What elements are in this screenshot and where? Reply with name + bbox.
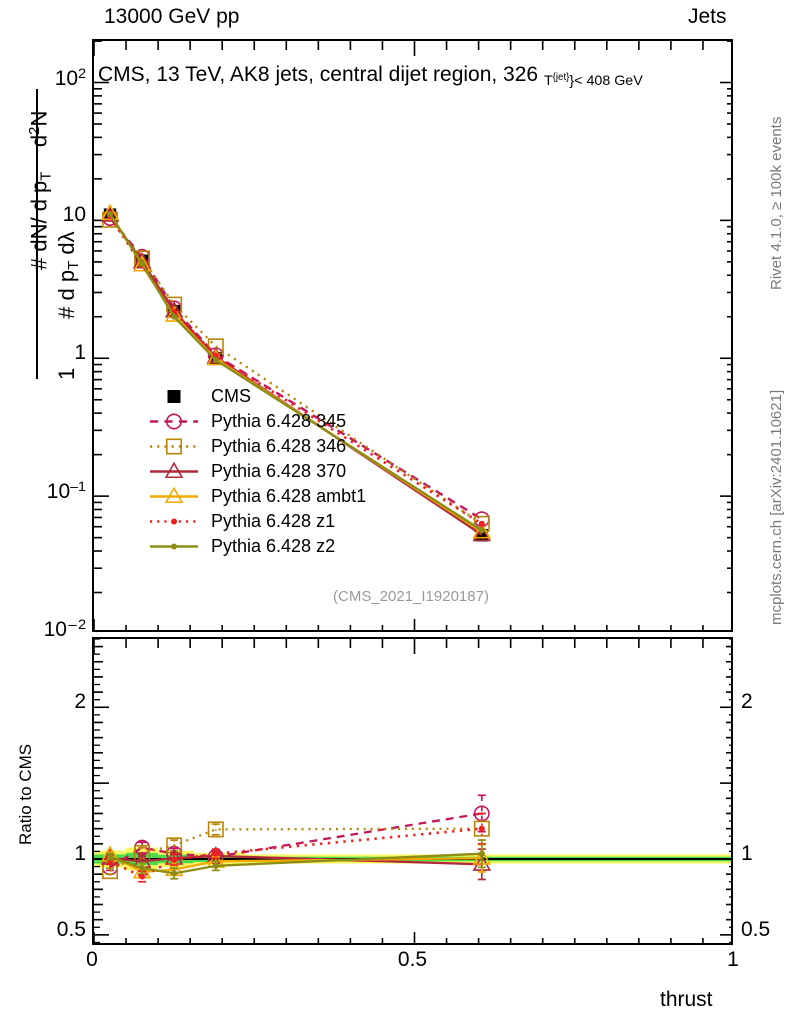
rivet-version-annotation: Rivet 4.1.0, ≥ 100k events [768,116,785,290]
ratio-axis-label: Ratio to CMS [16,743,35,845]
legend-key-pythia6428_346-icon [148,434,200,459]
legend-item-CMS[interactable]: CMS [148,384,366,409]
legend-item-pythia6428_ambt1[interactable]: Pythia 6.428 ambt1 [148,484,366,509]
legend-key-CMS-icon [148,384,200,409]
xtick-label: 1 [727,948,739,971]
legend-label-pythia6428_370: Pythia 6.428 370 [211,461,347,481]
legend-item-pythia6428_345[interactable]: Pythia 6.428 345 [148,409,366,434]
main-ytick-label: 10 [62,203,86,227]
header-beam-energy: 13000 GeV pp [104,5,240,28]
y-axis-label: # dN/ d pT d2N 1 # d pT dλ [6,45,82,380]
ratio-ytick-label-right: 1 [741,842,753,865]
legend-label-pythia6428_z2: Pythia 6.428 z2 [211,536,336,556]
legend-label-pythia6428_ambt1: Pythia 6.428 ambt1 [211,486,367,506]
legend-key-pythia6428_z2-icon [148,534,200,559]
main-ytick-label: 10⁻2 [43,617,86,642]
series-pythia6428_z2 [107,211,485,534]
legend-label-pythia6428_346: Pythia 6.428 346 [211,436,347,456]
ratio-series-pythia6428_z2 [106,839,486,880]
legend-label-CMS: CMS [211,386,251,406]
header-category: Jets [688,5,727,28]
legend-item-pythia6428_346[interactable]: Pythia 6.428 346 [148,434,366,459]
xtick-label: 0.5 [397,948,428,971]
legend-key-pythia6428_ambt1-icon [148,484,200,509]
legend-key-pythia6428_z1-icon [148,509,200,534]
legend-key-pythia6428_370-icon [148,459,200,484]
main-ytick-label: 10–1 [46,479,86,504]
legend-item-pythia6428_z1[interactable]: Pythia 6.428 z1 [148,509,366,534]
y-axis-label-fraction-bar [36,89,38,379]
ratio-plot-panel [92,637,733,945]
ratio-axis-ticks [94,639,731,943]
legend-item-pythia6428_z2[interactable]: Pythia 6.428 z2 [148,534,366,559]
ratio-plot-canvas [94,639,731,943]
ratio-ytick-label: 2 [74,690,86,714]
legend-key-pythia6428_345-icon [148,409,200,434]
main-ytick-label: 1 [74,341,86,365]
main-plot-panel [92,39,733,632]
ratio-series-pythia6428_346 [102,812,490,880]
main-ytick-label: 102 [54,65,86,90]
plot-title: CMS, 13 TeV, AK8 jets, central dijet reg… [98,63,643,89]
x-axis-label: thrust [660,988,713,1011]
y-axis-label-numerator: # dN/ d pT d2N [26,110,55,270]
ratio-ytick-label: 0.5 [56,917,86,941]
mcplots-reference-annotation: mcplots.cern.ch [arXiv:2401.10621] [768,389,785,625]
ratio-ytick-label-right: 2 [741,690,753,714]
main-plot-canvas [94,41,731,630]
legend: CMS Pythia 6.428 345 Pythia 6.428 346 Pythi… [148,384,366,559]
xtick-label: 0 [86,948,98,971]
legend-item-pythia6428_370[interactable]: Pythia 6.428 370 [148,459,366,484]
analysis-id-watermark: (CMS_2021_I1920187) [333,588,489,605]
legend-label-pythia6428_345: Pythia 6.428 345 [211,411,347,431]
legend-label-pythia6428_z1: Pythia 6.428 z1 [211,511,336,531]
ratio-ytick-label-right: 0.5 [741,917,771,941]
ratio-ytick-label: 1 [74,842,86,865]
